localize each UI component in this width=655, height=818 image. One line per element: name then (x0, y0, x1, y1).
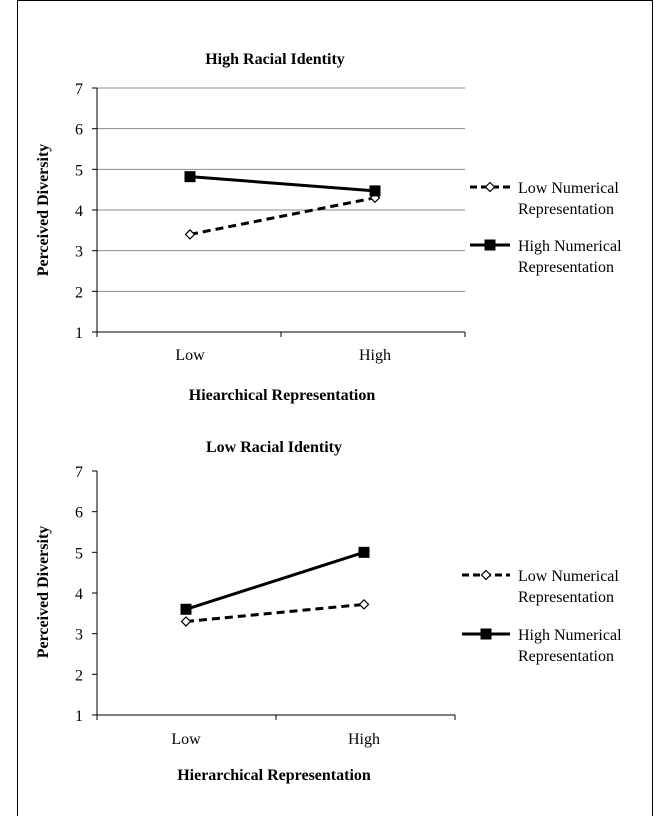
chart2-y-tick-label: 6 (75, 505, 83, 522)
chart2-ylabel: Perceived Diversity (35, 526, 52, 659)
chart1-title: High Racial Identity (205, 51, 345, 68)
chart2-legend-1-label: Low Numerical Representation (518, 568, 619, 606)
chart2-y-tick-label: 2 (75, 667, 83, 684)
chart2-legend-2-marker (480, 628, 492, 640)
chart2-x-tick-label-low: Low (171, 731, 201, 748)
chart2-y-tick-label: 7 (75, 464, 83, 481)
chart1-y-tick-label: 1 (75, 325, 83, 342)
chart1-xlabel: Hiearchical Representation (189, 387, 376, 404)
chart2-legend-1-marker (480, 569, 492, 581)
chart2-x-tick-label-high: High (348, 731, 380, 748)
chart1-legend-1-marker (484, 181, 496, 193)
chart2-legend-2-label: High Numerical Representation (518, 627, 622, 665)
figure-frame (17, 0, 653, 816)
chart2-legend-2-label-line: Representation (518, 648, 614, 665)
chart1-y-tick-label: 5 (75, 162, 83, 179)
chart2-y-tick-label: 3 (75, 627, 83, 644)
chart1-legend-1-label-line: Representation (518, 201, 614, 218)
chart1-series-2-point (369, 185, 381, 197)
chart1-y-tick-label: 3 (75, 244, 83, 261)
chart2-series-1-point (180, 616, 192, 627)
chart1-legend-1-label-line: Low Numerical (518, 180, 619, 197)
chart1-y-tick-label: 4 (75, 203, 83, 220)
chart2-series-2-point (358, 546, 370, 558)
chart1-legend-2-label-line: High Numerical (518, 238, 622, 255)
chart2-series-2-line (185, 550, 365, 611)
chart2-y-tick-label: 4 (75, 586, 83, 603)
chart1-ylabel: Perceived Diversity (35, 144, 52, 277)
chart2-legend-2-label-line: High Numerical (518, 627, 622, 644)
chart1-x-tick-label-high: High (359, 347, 391, 364)
chart1-y-tick-label: 6 (75, 122, 83, 139)
chart2-series-1-point (358, 599, 370, 610)
chart2-legend-1-label-line: Low Numerical (518, 568, 619, 585)
chart2-y-tick-label: 1 (75, 708, 83, 725)
chart2-y-tick-label: 5 (75, 545, 83, 562)
chart2-title: Low Racial Identity (206, 439, 342, 456)
chart2-series-2-point (180, 603, 192, 615)
chart1-y-tick-label: 2 (75, 284, 83, 301)
chart2-plot: 1 2 3 4 5 6 7 Low High Low Numerical Representatio… (75, 464, 622, 748)
chart1-legend-2-marker (484, 239, 496, 251)
chart1-y-tick-label: 7 (75, 81, 83, 98)
chart1-plot: 1 2 3 4 5 6 7 Low High Low Numerical Representatio… (75, 81, 622, 364)
chart1-series-2-line (189, 175, 376, 193)
chart1-x-tick-label-low: Low (175, 347, 205, 364)
chart2-xlabel: Hierarchical Representation (177, 767, 371, 784)
chart1-series-1-line (189, 196, 376, 236)
chart1-legend-1-label: Low Numerical Representation (518, 180, 619, 218)
chart1-series-2-point (184, 171, 196, 183)
chart1-series-1-point (184, 229, 196, 240)
chart1-legend-2-label-line: Representation (518, 259, 614, 276)
chart2-legend-1-label-line: Representation (518, 589, 614, 606)
chart2-series-1-line (185, 602, 365, 623)
chart1-legend-2-label: High Numerical Representation (518, 238, 622, 276)
